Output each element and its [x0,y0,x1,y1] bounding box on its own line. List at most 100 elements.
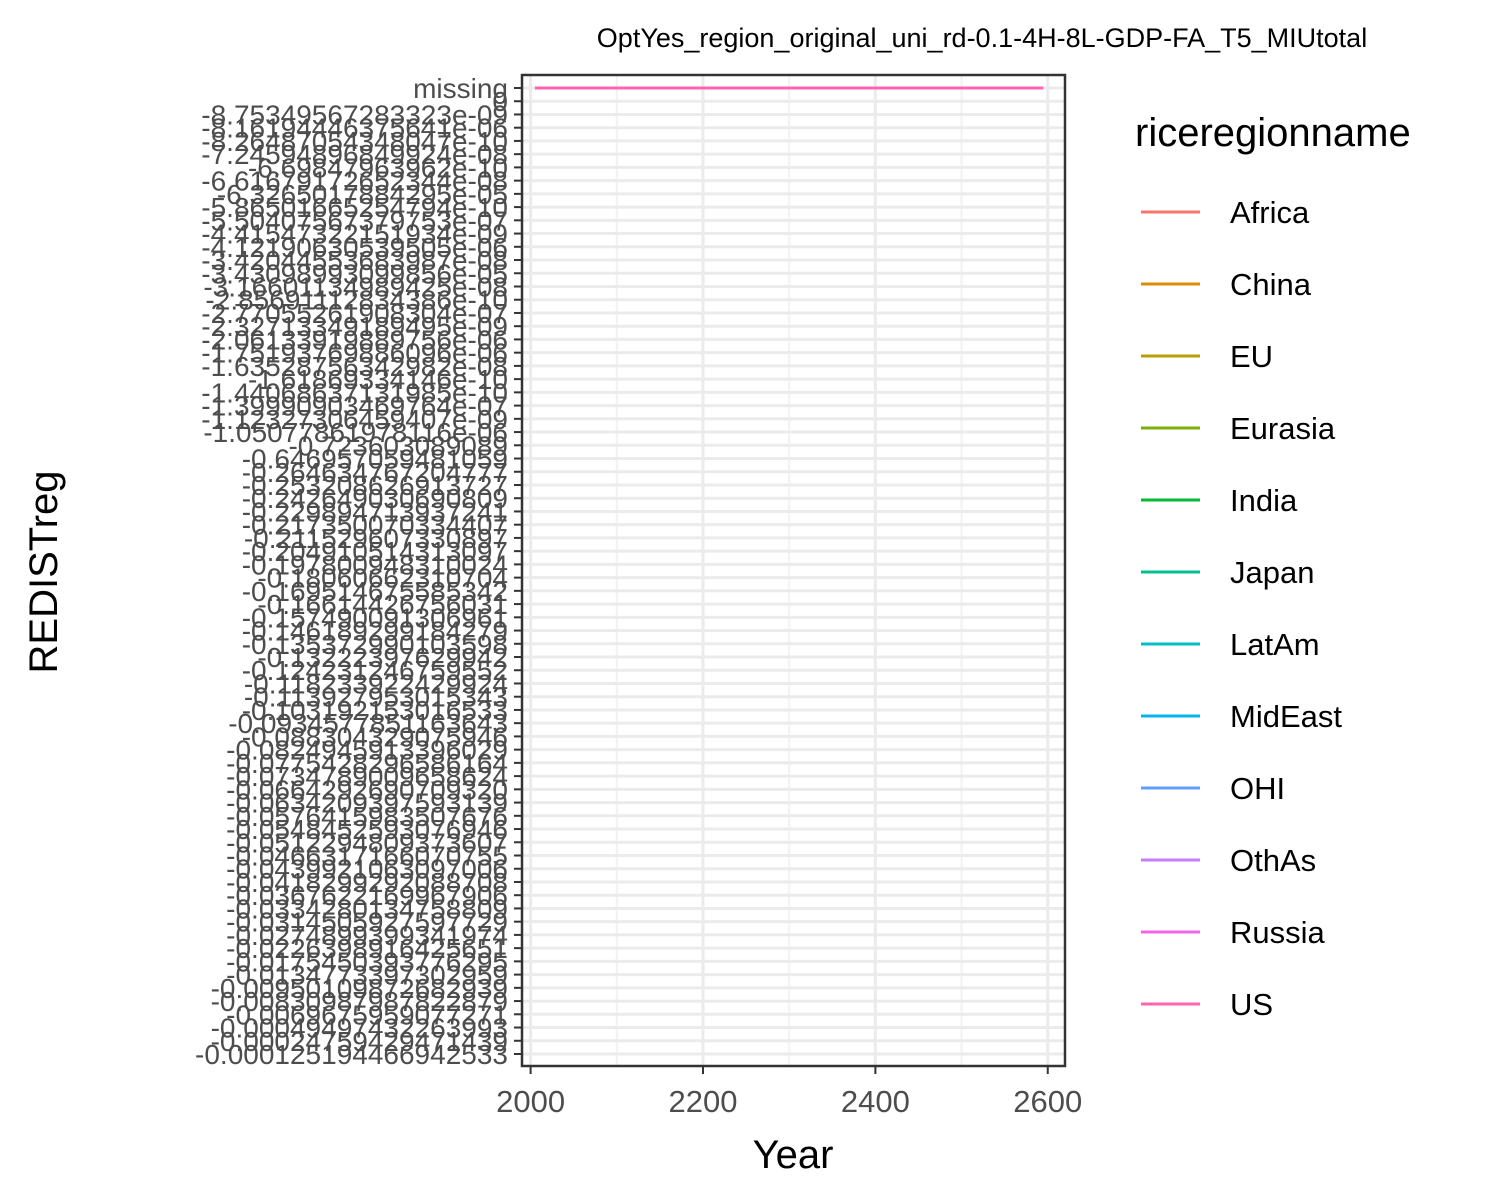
y-tick-label: -0.242649030690809 [242,483,508,514]
y-tick-label: -0.204910514313097 [242,536,508,567]
y-tick-label: -0.211529607330897 [244,523,508,554]
y-tick-label: -0.646957059481059 [242,444,508,475]
y-tick-label: -0.169514675585342 [242,576,508,607]
y-tick-label: -1.44068637131985e-10 [201,377,508,408]
x-tick-label: 2600 [1013,1084,1082,1119]
y-tick-label: -0.146189299184279 [242,616,508,647]
x-tick-label: 2000 [496,1084,565,1119]
y-tick-label: -0.0367622169967906 [226,880,508,911]
y-tick-label: -0.0226398916425651 [226,933,508,964]
y-tick-label: -6.61679172652344e-08 [201,166,508,197]
legend-item-russia: Russia [1141,915,1326,950]
y-tick-label: -0.18060662310704 [257,563,508,594]
legend-item-ohi: OHI [1141,771,1285,806]
y-tick-label: -0.0175450393776295 [226,946,508,977]
y-tick-label: -0.0069675959077271 [226,999,508,1030]
legend-item-japan: Japan [1141,555,1314,590]
legend-item-us: US [1141,987,1273,1022]
y-tick-label: -5.86501665254794e-10 [201,192,508,223]
y-tick-label: -2.85691112834386e-10 [205,285,508,316]
y-tick-label: -0.088304329075946 [242,721,508,752]
legend-label: Eurasia [1230,411,1336,446]
y-tick-label: -0.00950109872682939 [211,973,508,1004]
y-tick-label: -0.229894713937241 [242,496,508,527]
legend-label: US [1230,987,1273,1022]
y-tick-label: -0.103192153016533 [242,695,508,726]
y-tick-label: -0.217350070334407 [242,510,508,541]
legend-item-eurasia: Eurasia [1141,411,1336,446]
y-tick-label: -0.0418299292088708 [226,867,508,898]
x-axis-title: Year [753,1133,834,1177]
legend-label: Africa [1230,195,1310,230]
y-tick-label: -0.197800948310024 [242,549,508,580]
legend-item-othas: OthAs [1141,843,1316,878]
y-tick-label: -0.0134773397302959 [226,960,508,991]
y-tick-label: -0.0548452593076946 [226,814,508,845]
legend-item-eu: EU [1141,339,1273,374]
y-tick-label: -0.0824945913396029 [226,735,508,766]
legend-item-africa: Africa [1141,195,1310,230]
y-axis-title: REDISTreg [22,470,66,673]
legend-label: EU [1230,339,1273,374]
y-tick-label: -0.0439921063097006 [226,854,508,885]
y-tick-label: 0 [492,86,508,117]
y-tick-label: -0.000125194466942533 [195,1039,508,1070]
x-axis: 2000 2200 2400 2600 [496,1066,1082,1119]
y-tick-label: -3.42044553683987e-08 [201,245,508,276]
legend-item-mideast: MidEast [1141,699,1342,734]
y-tick-label: -0.157490091306961 [242,602,508,633]
y-tick-label: -0.253208626913727 [242,470,508,501]
y-tick-label: -1.12327306459407e-09 [201,404,508,435]
y-tick-label: -6.69847963962e-10 [248,152,508,183]
legend-item-india: India [1141,483,1298,518]
legend: Africa China EU Eurasia India Japan LatAm MidEa… [1141,195,1342,1022]
y-tick-label: -1.61869334146e-10 [248,364,508,395]
y-tick-label: -8.26487054348047e-10 [201,126,508,157]
y-tick-label: -5.50407567379753e-07 [201,205,508,236]
y-tick-label: -7.24594896849924e-08 [201,139,508,170]
y-tick-label: -1.63528756342982e-08 [201,351,508,382]
y-tick-label: -0.113927953015343 [244,682,508,713]
y-tick-label: -0.0576415983507676 [226,801,508,832]
legend-title: riceregionname [1135,111,1411,155]
panel-border [520,73,1067,1068]
y-tick-label: -4.12190630539505e-06 [201,232,508,263]
y-tick-label: -3.43098993099856e-05 [201,258,508,289]
y-tick-label: -0.124231246759552 [242,655,508,686]
y-tick-label: -0.264634767204777 [242,457,508,488]
y-tick-label: -0.0274899399341974 [226,920,508,951]
y-tick-label: -0.00830987987822879 [211,986,508,1017]
y-tick-label: -0.16614426756031 [257,589,508,620]
y-tick-label: -0.00024759429471439 [211,1026,508,1057]
panel-background [522,75,1065,1066]
y-tick-label: -1.39990903469764e-07 [201,391,508,422]
y-tick-label: -0.723603089089 [288,430,508,461]
y-tick-label: -0.13222397629942 [257,642,508,673]
y-tick-label: -2.32713349189495e-09 [201,311,508,342]
legend-label: Russia [1230,915,1326,950]
plot-panel [520,73,1067,1068]
legend-label: MidEast [1230,699,1342,734]
legend-label: LatAm [1230,627,1320,662]
y-tick-label: -0.0314505927597729 [226,907,508,938]
y-tick-label: -0.0512294809373607 [226,827,508,858]
y-tick-label: -8.16194446375641e-06 [201,113,508,144]
y-tick-label: -0.0664292690709320 [226,774,508,805]
y-tick-label: -0.135372990103598 [242,629,508,660]
y-axis: missing0-8.75349567283323e-09-8.16194446… [195,73,522,1070]
y-tick-label: -1.05077861978116e-06 [203,417,508,448]
y-tick-label: -3.16601134989425e-08 [203,271,508,302]
y-tick-label: -0.0466317166070755 [226,841,508,872]
legend-label: India [1230,483,1298,518]
y-tick-label: -0.0634209397593139 [226,788,508,819]
y-tick-label: -0.0734789009658624 [226,761,508,792]
y-tick-label: -0.0934577851163643 [228,708,508,739]
y-tick-label: -4.41547322151934e-09 [201,219,508,250]
legend-item-latam: LatAm [1141,627,1320,662]
y-tick-label: missing [413,73,508,104]
x-tick-label: 2400 [841,1084,910,1119]
legend-item-china: China [1141,267,1312,302]
y-tick-label: -0.0334280134758809 [226,893,508,924]
y-tick-label: -1.75193769886096e-06 [201,338,508,369]
